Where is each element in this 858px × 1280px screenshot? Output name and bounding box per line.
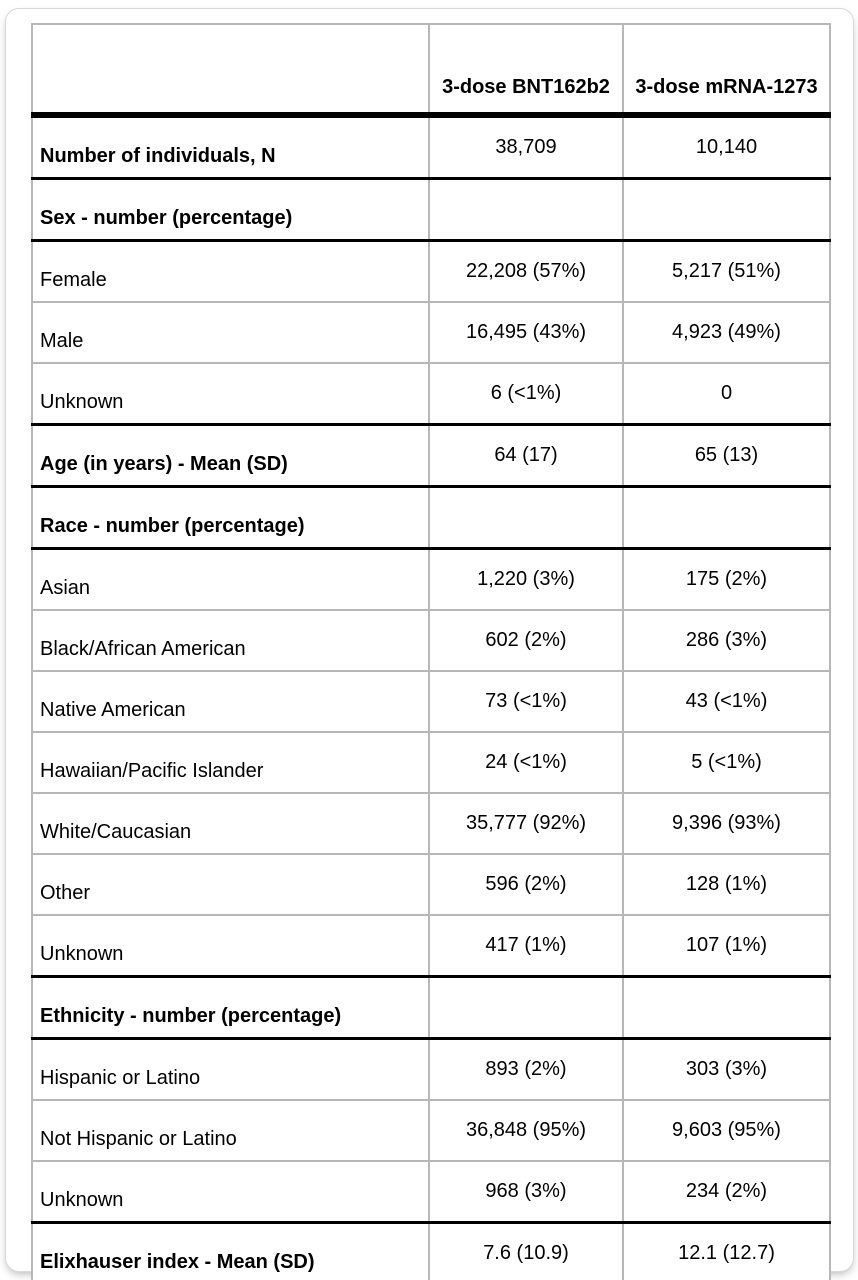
table-row: Male 16,495 (43%) 4,923 (49%) — [31, 301, 831, 364]
row-value-bnt162b2: 38,709 — [428, 114, 624, 180]
row-value-bnt162b2: 24 (<1%) — [428, 731, 624, 794]
row-label: Number of individuals, N — [31, 114, 430, 180]
table-row: Ethnicity - number (percentage) — [31, 975, 831, 1040]
row-value-bnt162b2: 7.6 (10.9) — [428, 1221, 624, 1280]
row-value-mrna1273: 4,923 (49%) — [622, 301, 831, 364]
row-value-mrna1273: 5 (<1%) — [622, 731, 831, 794]
row-label: Native American — [31, 670, 430, 733]
row-value-mrna1273: 12.1 (12.7) — [622, 1221, 831, 1280]
row-label: Unknown — [31, 914, 430, 978]
header-col-mrna1273: 3-dose mRNA-1273 — [622, 23, 831, 118]
row-value-mrna1273: 286 (3%) — [622, 609, 831, 672]
row-value-mrna1273 — [622, 177, 831, 242]
row-value-bnt162b2 — [428, 177, 624, 242]
row-value-mrna1273: 9,603 (95%) — [622, 1099, 831, 1162]
row-label: Age (in years) - Mean (SD) — [31, 423, 430, 488]
row-value-mrna1273: 128 (1%) — [622, 853, 831, 916]
row-value-mrna1273: 107 (1%) — [622, 914, 831, 978]
row-label: Hispanic or Latino — [31, 1037, 430, 1101]
row-value-mrna1273: 10,140 — [622, 114, 831, 180]
row-value-mrna1273: 175 (2%) — [622, 547, 831, 611]
row-value-bnt162b2: 968 (3%) — [428, 1160, 624, 1224]
row-label: Race - number (percentage) — [31, 485, 430, 550]
row-value-bnt162b2: 602 (2%) — [428, 609, 624, 672]
table-row: Female 22,208 (57%) 5,217 (51%) — [31, 239, 831, 303]
row-value-mrna1273 — [622, 975, 831, 1040]
row-value-bnt162b2 — [428, 485, 624, 550]
row-value-bnt162b2: 16,495 (43%) — [428, 301, 624, 364]
table-row: Hawaiian/Pacific Islander 24 (<1%) 5 (<1… — [31, 731, 831, 794]
table-row: Asian 1,220 (3%) 175 (2%) — [31, 547, 831, 611]
row-value-bnt162b2: 35,777 (92%) — [428, 792, 624, 855]
row-value-mrna1273: 234 (2%) — [622, 1160, 831, 1224]
table-body: Number of individuals, N 38,709 10,140 S… — [31, 114, 831, 1280]
row-value-bnt162b2: 36,848 (95%) — [428, 1099, 624, 1162]
row-label: Male — [31, 301, 430, 364]
row-value-bnt162b2: 22,208 (57%) — [428, 239, 624, 303]
row-label: Unknown — [31, 1160, 430, 1224]
table-row: Sex - number (percentage) — [31, 177, 831, 242]
table-row: Elixhauser index - Mean (SD) 7.6 (10.9) … — [31, 1221, 831, 1280]
table-row: Race - number (percentage) — [31, 485, 831, 550]
row-value-mrna1273: 5,217 (51%) — [622, 239, 831, 303]
table-row: Hispanic or Latino 893 (2%) 303 (3%) — [31, 1037, 831, 1101]
row-label: Other — [31, 853, 430, 916]
table-row: Black/African American 602 (2%) 286 (3%) — [31, 609, 831, 672]
row-value-bnt162b2 — [428, 975, 624, 1040]
row-value-bnt162b2: 64 (17) — [428, 423, 624, 488]
row-label: Unknown — [31, 362, 430, 426]
row-label: Hawaiian/Pacific Islander — [31, 731, 430, 794]
table-row: Other 596 (2%) 128 (1%) — [31, 853, 831, 916]
row-value-mrna1273: 0 — [622, 362, 831, 426]
table-row: Age (in years) - Mean (SD) 64 (17) 65 (1… — [31, 423, 831, 488]
table-row: Number of individuals, N 38,709 10,140 — [31, 114, 831, 180]
row-value-mrna1273: 303 (3%) — [622, 1037, 831, 1101]
row-value-bnt162b2: 1,220 (3%) — [428, 547, 624, 611]
row-value-mrna1273: 43 (<1%) — [622, 670, 831, 733]
row-value-mrna1273: 9,396 (93%) — [622, 792, 831, 855]
row-label: Black/African American — [31, 609, 430, 672]
header-empty-cell — [31, 23, 430, 118]
table-row: Native American 73 (<1%) 43 (<1%) — [31, 670, 831, 733]
header-col-bnt162b2: 3-dose BNT162b2 — [428, 23, 624, 118]
table-row: Unknown 417 (1%) 107 (1%) — [31, 914, 831, 978]
row-value-bnt162b2: 6 (<1%) — [428, 362, 624, 426]
table-row: Unknown 6 (<1%) 0 — [31, 362, 831, 426]
row-label: Not Hispanic or Latino — [31, 1099, 430, 1162]
table-row: Not Hispanic or Latino 36,848 (95%) 9,60… — [31, 1099, 831, 1162]
table-row: Unknown 968 (3%) 234 (2%) — [31, 1160, 831, 1224]
table-card: 3-dose BNT162b2 3-dose mRNA-1273 Number … — [5, 8, 854, 1280]
row-label: Ethnicity - number (percentage) — [31, 975, 430, 1040]
cohort-characteristics-table: 3-dose BNT162b2 3-dose mRNA-1273 Number … — [31, 23, 831, 1280]
row-value-bnt162b2: 417 (1%) — [428, 914, 624, 978]
row-label: White/Caucasian — [31, 792, 430, 855]
table-header-row: 3-dose BNT162b2 3-dose mRNA-1273 — [31, 23, 831, 118]
row-value-bnt162b2: 596 (2%) — [428, 853, 624, 916]
row-value-bnt162b2: 73 (<1%) — [428, 670, 624, 733]
row-value-mrna1273 — [622, 485, 831, 550]
table-row: White/Caucasian 35,777 (92%) 9,396 (93%) — [31, 792, 831, 855]
row-label: Elixhauser index - Mean (SD) — [31, 1221, 430, 1280]
row-value-bnt162b2: 893 (2%) — [428, 1037, 624, 1101]
row-label: Sex - number (percentage) — [31, 177, 430, 242]
row-label: Female — [31, 239, 430, 303]
row-value-mrna1273: 65 (13) — [622, 423, 831, 488]
row-label: Asian — [31, 547, 430, 611]
